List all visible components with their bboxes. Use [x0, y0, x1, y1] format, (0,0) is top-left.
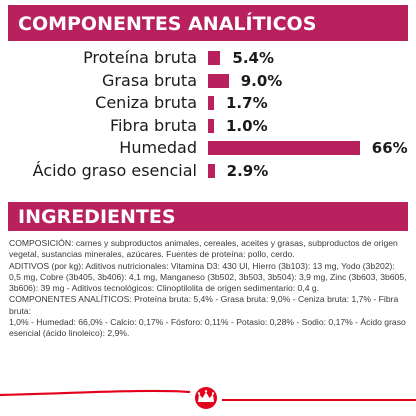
analysis-bar	[208, 73, 229, 88]
analysis-bar	[208, 141, 360, 155]
analysis-value: 66%	[371, 139, 408, 157]
ingredients-line: 3b606): 39 mg - Aditivos tecnológicos: C…	[9, 283, 320, 294]
analysis-row: Ácido graso esencial 2.9%	[0, 160, 416, 182]
analysis-value: 5.4%	[232, 49, 275, 67]
analysis-bar	[208, 118, 214, 133]
analysis-label: Fibra bruta	[109, 115, 197, 135]
analysis-row: Fibra bruta 1.0%	[0, 115, 416, 137]
footer	[0, 386, 416, 416]
ingredients-line: 1,0% - Humedad: 66,0% - Calcio: 0,17% - …	[9, 317, 406, 328]
analysis-value: 1.7%	[226, 94, 268, 112]
ingredients-header: INGREDIENTES	[8, 202, 408, 231]
ingredients-line: COMPONENTES ANALÍTICOS: Proteína bruta: …	[9, 294, 399, 316]
ingredients-line: esencial (ácido linoleico): 2,9%.	[9, 328, 130, 339]
analysis-value: 2.9%	[226, 161, 269, 180]
ingredients-text: COMPOSICIÓN: carnes y subproductos anima…	[9, 238, 409, 340]
analysis-bar	[208, 96, 214, 110]
ingredients-title: INGREDIENTES	[18, 206, 176, 228]
ingredients-line: vegetal, sustancias minerales, azúcares.…	[9, 249, 295, 260]
analysis-row: Ceniza bruta 1.7%	[0, 92, 416, 114]
analytical-components-title: COMPONENTES ANALÍTICOS	[18, 13, 317, 35]
ingredients-line: COMPOSICIÓN: carnes y subproductos anima…	[9, 238, 398, 248]
analysis-label: Proteína bruta	[83, 48, 197, 67]
analysis-label: Humedad	[119, 138, 197, 157]
analysis-bar	[208, 51, 221, 65]
analysis-value: 1.0%	[226, 116, 268, 135]
analysis-row: Proteína bruta 5.4%	[0, 47, 416, 69]
analytical-components-header: COMPONENTES ANALÍTICOS	[8, 5, 408, 41]
analysis-value: 9.0%	[240, 71, 283, 90]
analysis-label: Ceniza bruta	[95, 93, 197, 112]
ingredients-line: 0,5 mg, Cobre (3b405, 3b406): 4,1 mg, Ma…	[9, 271, 407, 282]
analysis-bar	[208, 163, 215, 178]
footer-graphic	[0, 387, 416, 409]
analysis-label: Ácido graso esencial	[32, 160, 197, 180]
analysis-row: Humedad 66%	[0, 137, 416, 159]
royal-canin-crown-logo	[195, 387, 217, 409]
analysis-row: Grasa bruta 9.0%	[0, 70, 416, 92]
footer-wave-line	[0, 389, 191, 397]
analysis-label: Grasa bruta	[102, 70, 197, 90]
ingredients-line: ADITIVOS (por kg): Aditivos nutricionale…	[9, 260, 395, 271]
